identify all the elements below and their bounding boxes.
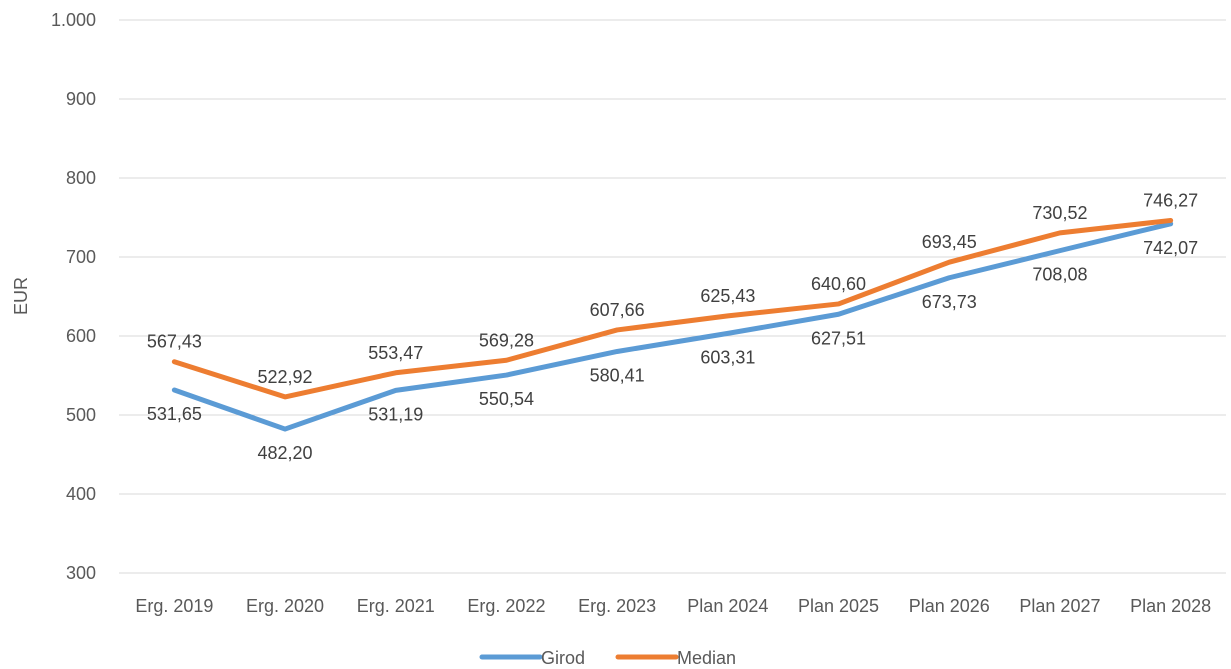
- data-label-median: 569,28: [479, 330, 534, 350]
- gridlines: [119, 19, 1226, 574]
- x-tick-label: Plan 2024: [687, 596, 768, 616]
- data-label-girod: 708,08: [1032, 265, 1087, 285]
- y-tick-label: 800: [66, 168, 96, 188]
- series-lines: [171, 217, 1174, 432]
- x-tick-label: Plan 2025: [798, 596, 879, 616]
- data-label-girod: 742,07: [1143, 238, 1198, 258]
- x-tick-label: Erg. 2023: [578, 596, 656, 616]
- y-axis-ticks: 300 400 500 600 700 800 900 1.000: [51, 10, 96, 583]
- legend-label-median: Median: [677, 648, 736, 668]
- y-tick-label: 300: [66, 563, 96, 583]
- legend: Girod Median: [479, 648, 736, 668]
- y-tick-label: 400: [66, 484, 96, 504]
- x-axis-ticks: Erg. 2019 Erg. 2020 Erg. 2021 Erg. 2022 Erg.…: [135, 596, 1211, 616]
- data-label-median: 693,45: [922, 232, 977, 252]
- data-label-median: 640,60: [811, 274, 866, 294]
- x-tick-label: Erg. 2019: [135, 596, 213, 616]
- data-label-median: 625,43: [700, 286, 755, 306]
- y-tick-label: 1.000: [51, 10, 96, 30]
- data-label-girod: 603,31: [700, 347, 755, 367]
- data-label-median: 567,43: [147, 332, 202, 352]
- data-label-median: 746,27: [1143, 190, 1198, 210]
- x-tick-label: Plan 2027: [1019, 596, 1100, 616]
- y-tick-label: 900: [66, 89, 96, 109]
- data-label-girod: 580,41: [590, 365, 645, 385]
- x-tick-label: Erg. 2021: [357, 596, 435, 616]
- y-tick-label: 600: [66, 326, 96, 346]
- data-label-girod: 627,51: [811, 328, 866, 348]
- x-tick-label: Erg. 2020: [246, 596, 324, 616]
- series-line-median: [171, 217, 1174, 400]
- data-label-girod: 531,19: [368, 404, 423, 424]
- data-label-girod: 550,54: [479, 389, 534, 409]
- data-label-girod: 673,73: [922, 292, 977, 312]
- data-label-median: 730,52: [1032, 203, 1087, 223]
- y-axis-label: EUR: [11, 277, 31, 315]
- data-label-median: 553,47: [368, 343, 423, 363]
- legend-label-girod: Girod: [541, 648, 585, 668]
- series-line-girod: [171, 221, 1174, 432]
- data-label-median: 522,92: [258, 367, 313, 387]
- x-tick-label: Plan 2028: [1130, 596, 1211, 616]
- y-tick-label: 700: [66, 247, 96, 267]
- data-label-girod: 531,65: [147, 404, 202, 424]
- data-label-median: 607,66: [590, 300, 645, 320]
- data-labels: 531,65 482,20 531,19 550,54 580,41 603,31 627,…: [147, 190, 1198, 463]
- y-tick-label: 500: [66, 405, 96, 425]
- data-label-girod: 482,20: [258, 443, 313, 463]
- x-tick-label: Plan 2026: [909, 596, 990, 616]
- x-tick-label: Erg. 2022: [467, 596, 545, 616]
